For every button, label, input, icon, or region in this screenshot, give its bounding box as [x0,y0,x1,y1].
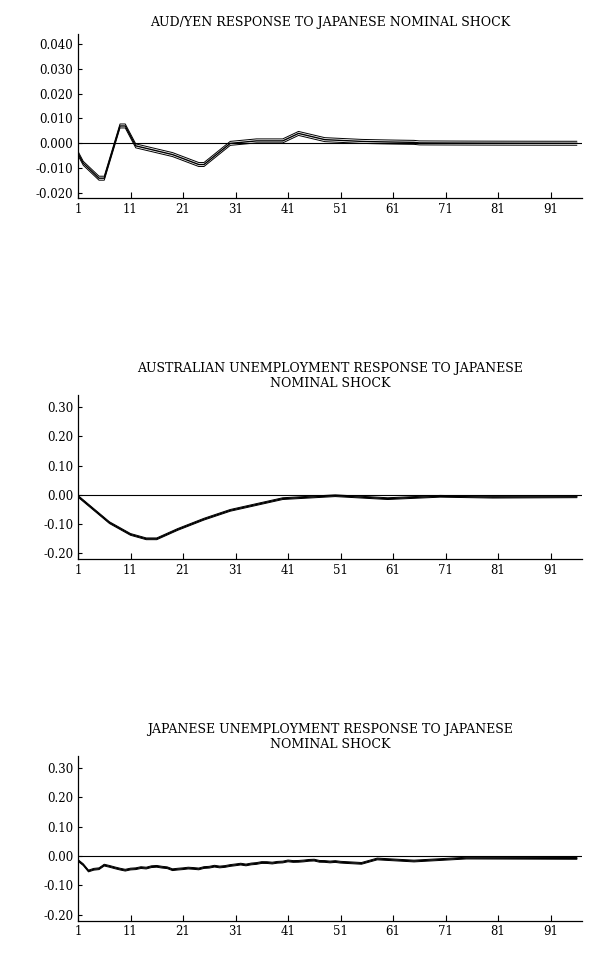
Title: JAPANESE UNEMPLOYMENT RESPONSE TO JAPANESE
NOMINAL SHOCK: JAPANESE UNEMPLOYMENT RESPONSE TO JAPANE… [147,723,513,751]
Title: AUD/YEN RESPONSE TO JAPANESE NOMINAL SHOCK: AUD/YEN RESPONSE TO JAPANESE NOMINAL SHO… [150,16,510,28]
Title: AUSTRALIAN UNEMPLOYMENT RESPONSE TO JAPANESE
NOMINAL SHOCK: AUSTRALIAN UNEMPLOYMENT RESPONSE TO JAPA… [137,361,523,390]
